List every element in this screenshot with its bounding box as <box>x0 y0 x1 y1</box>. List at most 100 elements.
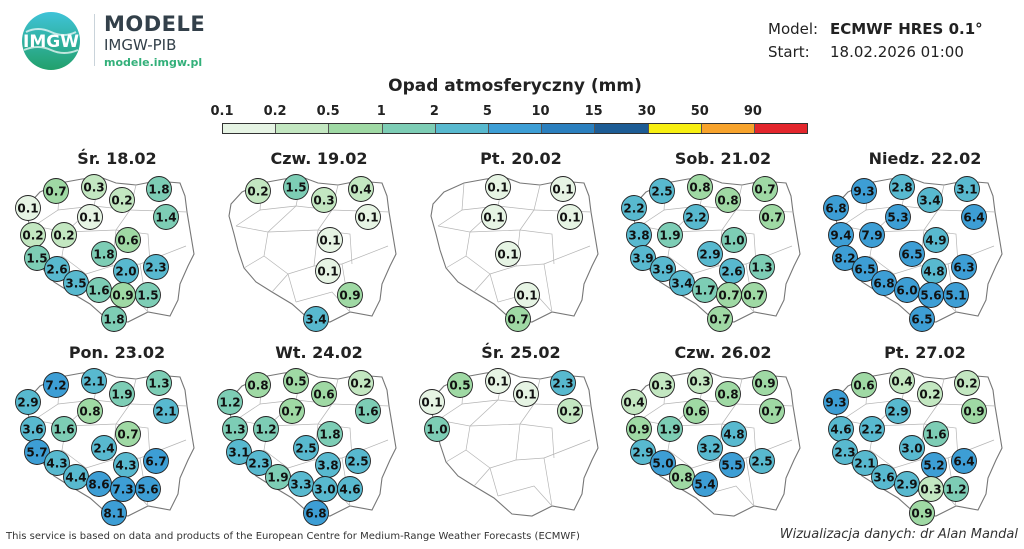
precip-value: 0.4 <box>623 396 644 410</box>
precip-value: 0.9 <box>911 507 932 521</box>
voivodeship-border <box>489 273 499 303</box>
precip-marker <box>153 204 179 230</box>
precip-marker <box>859 416 885 442</box>
precip-value: 1.9 <box>659 423 680 437</box>
precip-marker <box>715 381 741 407</box>
precip-value: 4.8 <box>723 428 744 442</box>
precip-marker <box>43 372 69 398</box>
precip-value: 3.0 <box>901 442 922 456</box>
precip-value: 6.4 <box>953 455 974 469</box>
precip-value: 2.9 <box>896 478 917 492</box>
precip-value: 6.5 <box>854 263 875 277</box>
precip-value: 3.6 <box>22 423 43 437</box>
precip-value: 3.4 <box>305 313 326 327</box>
precip-marker <box>143 448 169 474</box>
voivodeship-border <box>519 229 555 265</box>
precip-marker <box>303 500 329 526</box>
precip-marker <box>749 254 775 280</box>
precip-value: 2.0 <box>115 265 136 279</box>
precip-value: 0.1 <box>552 183 573 197</box>
precip-value: 0.1 <box>17 202 38 216</box>
precip-value: 6.4 <box>963 211 984 225</box>
precip-marker <box>630 439 656 465</box>
precip-value: 0.9 <box>628 423 649 437</box>
precip-value: 3.9 <box>632 252 653 266</box>
precip-marker <box>44 450 70 476</box>
precip-marker <box>91 435 117 461</box>
legend-swatch <box>542 124 596 133</box>
precip-marker <box>951 254 977 280</box>
voivodeship-border <box>469 399 499 427</box>
poland-outline <box>430 370 599 517</box>
precip-value: 2.2 <box>861 423 882 437</box>
start-value: 18.02.2026 01:00 <box>830 43 964 61</box>
map-panel: Czw. 19.020.2 1.50.30.40.10.10.10.93.4 <box>228 149 397 332</box>
precip-marker <box>514 282 540 308</box>
precip-marker <box>77 204 103 230</box>
precip-value: 7.9 <box>861 229 882 243</box>
precip-value: 0.9 <box>963 405 984 419</box>
map-panel: Wt. 24.02 0.8 0.5 0.6 0.2 1.2 0.7 1.6 1.3 1.2 1.8 3… <box>217 343 397 526</box>
precip-value: 1.3 <box>148 377 169 391</box>
precip-marker <box>217 389 243 415</box>
precip-value: 3.1 <box>956 183 977 197</box>
precip-marker <box>91 241 117 267</box>
precip-marker <box>851 372 877 398</box>
precip-value: 0.8 <box>671 471 692 485</box>
precip-marker <box>109 381 135 407</box>
precip-value: 1.8 <box>93 248 114 262</box>
precip-marker <box>719 452 745 478</box>
precip-value: 1.0 <box>723 234 744 248</box>
precip-marker <box>550 370 576 396</box>
precip-value: 0.6 <box>313 388 334 402</box>
precip-value: 2.2 <box>685 211 706 225</box>
precip-value: 6.8 <box>305 507 326 521</box>
precip-marker <box>759 204 785 230</box>
precip-value: 0.7 <box>709 313 730 327</box>
voivodeship-border <box>489 467 499 497</box>
precip-value: 2.3 <box>552 377 573 391</box>
precip-marker <box>146 370 172 396</box>
precip-value: 3.2 <box>699 442 720 456</box>
precip-value: 2.5 <box>751 455 772 469</box>
precip-marker <box>650 256 676 282</box>
legend-swatch <box>329 124 383 133</box>
precip-value: 0.8 <box>247 379 268 393</box>
precip-value: 2.4 <box>93 442 114 456</box>
precip-value: 8.1 <box>103 507 124 521</box>
precip-value: 0.7 <box>754 183 775 197</box>
legend-swatch <box>648 124 702 133</box>
precip-marker <box>621 195 647 221</box>
precip-value: 5.7 <box>26 446 47 460</box>
precip-marker <box>355 204 381 230</box>
precip-value: 1.2 <box>219 396 240 410</box>
legend-title: Opad atmosferyczny (mm) <box>388 76 642 96</box>
precip-value: 7.3 <box>112 483 133 497</box>
precip-marker <box>43 178 69 204</box>
map-panel: Pt. 20.02 0.1 0.1 0.1 0.1 0.1 0.1 0.7 <box>430 149 599 332</box>
precip-value: 0.3 <box>920 483 941 497</box>
legend-tick-label: 90 <box>743 104 762 119</box>
precip-marker <box>337 476 363 502</box>
map-title: Sob. 21.02 <box>675 149 771 168</box>
precip-value: 0.1 <box>79 211 100 225</box>
precip-value: 3.6 <box>873 471 894 485</box>
precip-value: 5.6 <box>920 289 941 303</box>
precip-value: 0.8 <box>79 405 100 419</box>
precip-value: 0.6 <box>117 234 138 248</box>
precip-value: 4.9 <box>925 234 946 248</box>
voivodeship-border <box>235 225 269 269</box>
precip-value: 0.1 <box>319 234 340 248</box>
precip-value: 0.3 <box>689 375 710 389</box>
logo-url[interactable]: modele.imgw.pl <box>104 56 203 69</box>
precip-value: 3.4 <box>671 277 692 291</box>
model-label: Model: <box>768 20 819 38</box>
precip-value: 0.6 <box>853 379 874 393</box>
voivodeship-border <box>543 439 591 459</box>
precip-marker <box>649 178 675 204</box>
precip-marker <box>889 174 915 200</box>
precip-marker <box>557 398 583 424</box>
precip-marker <box>657 222 683 248</box>
precip-marker <box>909 500 935 526</box>
precip-marker <box>337 282 363 308</box>
